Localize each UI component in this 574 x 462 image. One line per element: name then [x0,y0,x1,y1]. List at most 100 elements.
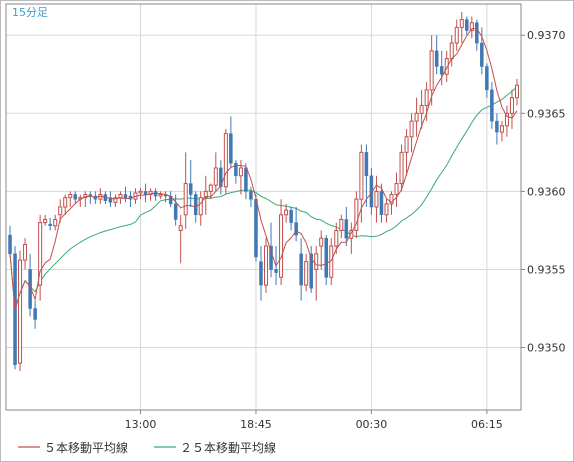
candle [23,238,28,270]
candle-body-down [379,191,384,216]
candle-body-up [409,120,414,138]
candle [38,214,43,301]
candle [148,188,153,201]
candle-body-down [123,194,128,198]
candle-body-up [509,97,514,114]
candle-body-down [294,222,298,236]
candle [429,35,434,106]
candle-body-up [38,222,43,286]
candle [495,113,499,145]
candle-body-up [83,194,88,199]
y-tick-label: 0.9355 [527,263,566,276]
candle-body-down [234,163,238,177]
candle [113,194,118,207]
candle [223,128,228,195]
candle [279,199,284,286]
candle-body-down [364,152,369,177]
candle-body-up [399,151,404,185]
candle [354,191,359,239]
candle [409,113,414,153]
candle-body-up [374,190,379,208]
candle [244,163,248,200]
candle-body-down [269,245,273,270]
candle-body-up [264,245,269,286]
candle [444,50,449,83]
candle-body-down [173,203,178,220]
candle [63,194,68,215]
legend: ５本移動平均線 ２５本移動平均線 [18,440,276,455]
candle [219,160,223,195]
candle-body-down [73,194,78,200]
candle [324,235,328,286]
candle [43,214,48,226]
candle [404,128,409,176]
candle-body-up [404,136,409,153]
candle [198,191,203,226]
candle-body-down [485,66,489,91]
candle-body-up [158,194,163,197]
y-tick-label: 0.9350 [527,342,566,355]
candle [53,214,58,231]
candle-body-up [459,19,464,28]
candle-body-up [203,190,208,199]
timeframe-label: 15分足 [12,6,48,19]
candle-body-up [394,183,399,196]
candle-body-down [274,269,278,273]
candle-body-up [183,183,188,216]
candle-body-down [88,194,93,197]
candle [229,116,233,168]
candle [299,238,303,301]
candle [465,16,469,36]
ma5-line [9,28,518,310]
candle [234,160,238,184]
candle [399,144,404,192]
candle-body-up [53,218,58,227]
candle-body-down [289,209,293,223]
candle-body-up [504,112,509,127]
candle [33,300,37,329]
candle [469,16,474,39]
candle [264,238,269,293]
x-tick-label: 00:30 [356,418,388,431]
candle [424,82,429,122]
candle-body-down [244,167,248,192]
candle-body-up [63,197,68,208]
candle [485,63,489,98]
candle [434,35,439,75]
ma5-line-layer [9,28,518,310]
candle-body-up [359,151,364,200]
candle [490,82,494,129]
candle-body-up [314,253,319,270]
candle-body-down [465,19,469,31]
candle-body-down [439,66,444,75]
candle-body-down [344,219,349,239]
candle-body-up [23,243,28,261]
candle-body-down [48,223,52,226]
candle-body-up [499,125,504,133]
candle [83,191,88,207]
candle [284,203,289,223]
candle [143,183,148,203]
candle-body-up [304,261,309,286]
x-tick-label: 18:45 [240,418,272,431]
x-tick-label: 13:00 [125,418,157,431]
candle-body-up [349,229,354,239]
candle [314,246,319,301]
candle [344,207,349,247]
candle-body-up [118,194,123,199]
candle-body-up [414,112,419,122]
candle-body-up [339,218,344,231]
candle-body-up [334,229,339,247]
candle-body-up [419,105,424,114]
candle-body-up [148,190,153,196]
candle [188,160,193,207]
candle [480,27,484,75]
candle [459,11,464,44]
y-axis: 0.9350 0.9355 0.9360 0.9365 0.9370 [521,29,566,355]
candle [259,246,263,301]
x-axis: 13:00 18:45 00:30 06:15 [125,410,503,431]
candle-body-up [454,26,459,44]
candle-body-up [238,167,243,177]
candle [68,191,73,207]
